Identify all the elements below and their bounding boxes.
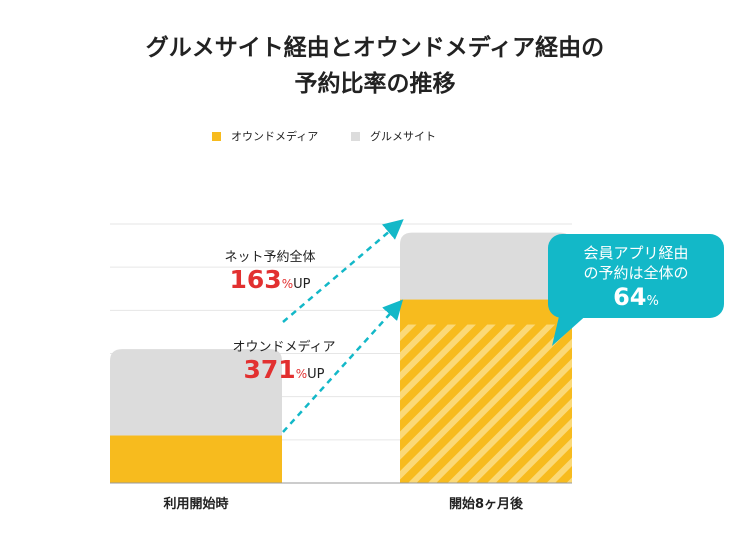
x-tick-label-0: 利用開始時	[163, 497, 229, 512]
bars	[110, 232, 572, 483]
legend-label-gourmet: グルメサイト	[370, 130, 436, 143]
legend-item-owned: オウンドメディア	[212, 128, 318, 144]
annotation-owned-unit: %	[295, 367, 308, 381]
annotation-net-suffix: UP	[293, 277, 311, 292]
legend-item-gourmet: グルメサイト	[351, 128, 436, 144]
callout-unit: %	[646, 294, 659, 309]
arrow-net	[282, 219, 404, 323]
annotation-owned-label: オウンドメディア	[232, 340, 336, 355]
annotation-net: ネット予約全体 163%UP	[220, 246, 320, 294]
legend-swatch-owned	[212, 131, 221, 141]
annotation-owned-suffix: UP	[307, 367, 325, 382]
callout-bubble: 会員アプリ経由 の予約は全体の 64%	[548, 234, 724, 318]
annotation-net-value: 163	[229, 265, 282, 294]
annotation-net-unit: %	[281, 277, 294, 291]
bar-owned-app-share-hatch	[400, 324, 572, 483]
legend-swatch-gourmet	[351, 131, 360, 141]
annotation-owned: オウンドメディア 371%UP	[224, 336, 344, 384]
chart-title: グルメサイト経由とオウンドメディア経由の 予約比率の推移	[0, 30, 750, 102]
legend: オウンドメディア グルメサイト	[0, 128, 750, 144]
x-tick-label-1: 開始8ヶ月後	[448, 497, 524, 512]
annotation-net-label: ネット予約全体	[224, 250, 316, 265]
callout-value: 64	[613, 283, 647, 311]
bar-gourmet-1	[400, 232, 572, 300]
callout-line-1: 会員アプリ経由	[583, 244, 689, 262]
callout-line-2: の予約は全体の	[583, 264, 689, 282]
bar-gourmet-0	[110, 349, 282, 436]
legend-label-owned: オウンドメディア	[231, 130, 319, 143]
bar-owned-0	[110, 435, 282, 483]
annotation-owned-value: 371	[243, 355, 296, 384]
title-line-1: グルメサイト経由とオウンドメディア経由の	[145, 35, 605, 61]
title-line-2: 予約比率の推移	[294, 71, 456, 97]
